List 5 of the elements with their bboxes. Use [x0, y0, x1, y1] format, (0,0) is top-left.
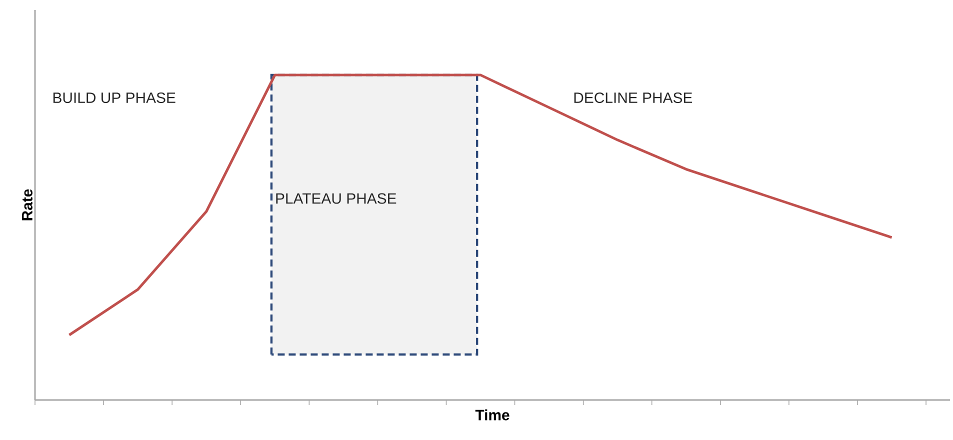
annotation: BUILD UP PHASE — [53, 92, 176, 104]
annotation: DECLINE PHASE — [574, 92, 692, 104]
x-axis-title: Time — [475, 409, 510, 420]
annotation: PLATEAU PHASE — [276, 193, 396, 204]
y-axis-title: Rate — [22, 189, 32, 220]
